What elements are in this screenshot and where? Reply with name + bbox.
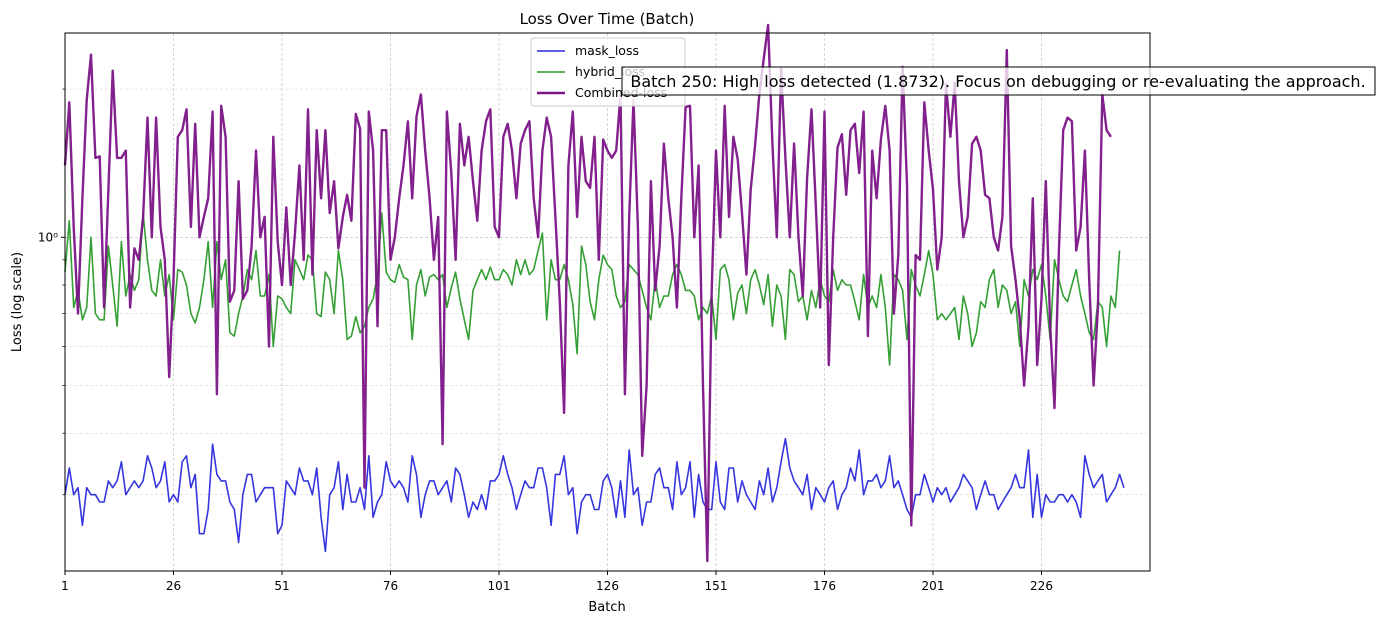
series-line-combined-loss	[63, 23, 1112, 563]
x-tick-label: 26	[166, 579, 181, 593]
x-tick-label: 176	[813, 579, 836, 593]
x-axis-label: Batch	[588, 600, 625, 615]
x-tick-label: 76	[383, 579, 398, 593]
x-tick-label: 201	[922, 579, 945, 593]
y-axis-label: Loss (log scale)	[10, 252, 25, 352]
x-tick-label: 51	[274, 579, 289, 593]
series-lines	[63, 23, 1125, 563]
x-tick-label: 101	[488, 579, 511, 593]
annotation-box	[621, 66, 1376, 96]
legend-label-mask-loss: mask_loss	[575, 43, 639, 58]
annotation-text: Batch 250: High loss detected (1.8732). …	[630, 72, 1365, 91]
annotation: Batch 250: High loss detected (1.8732). …	[621, 66, 1376, 96]
grid	[64, 33, 1150, 571]
series-line-mask-loss	[64, 437, 1125, 553]
x-tick-label: 1	[61, 579, 69, 593]
x-tick-label: 126	[596, 579, 619, 593]
x-tick-label: 151	[705, 579, 728, 593]
series-line-hybrid-loss	[64, 212, 1121, 366]
chart-title: Loss Over Time (Batch)	[520, 10, 695, 28]
x-tick-label: 226	[1030, 579, 1053, 593]
y-tick-label: 10⁰	[38, 230, 58, 244]
